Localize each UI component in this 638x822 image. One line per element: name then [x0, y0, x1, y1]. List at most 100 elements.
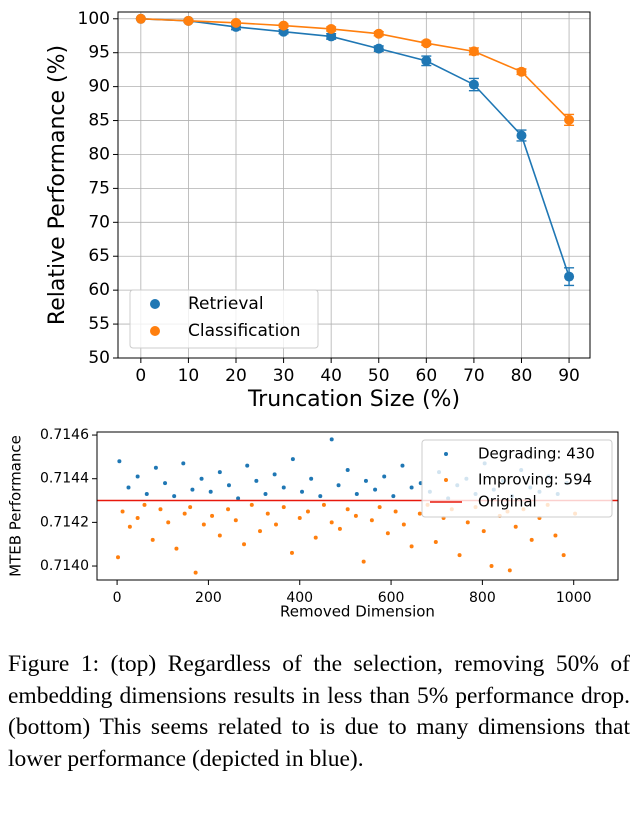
point: [329, 520, 334, 525]
y-tick-label: 75: [88, 178, 110, 198]
point: [281, 505, 286, 510]
x-tick-label: 200: [195, 590, 222, 606]
point: [245, 463, 250, 468]
point: [553, 533, 558, 538]
y-tick-label: 90: [88, 77, 110, 97]
point: [135, 474, 140, 479]
point: [281, 485, 286, 490]
point: [258, 529, 263, 534]
y-tick-label: 0.7144: [40, 471, 89, 487]
point: [345, 507, 350, 512]
point: [144, 491, 149, 496]
point: [391, 494, 396, 499]
y-tick-label: 70: [88, 212, 110, 232]
point: [217, 533, 222, 538]
point: [561, 553, 566, 558]
x-tick-label: 20: [225, 366, 247, 386]
y-tick-label: 65: [88, 246, 110, 266]
point: [142, 502, 147, 507]
point: [117, 459, 122, 464]
legend-marker: [150, 326, 160, 336]
point: [377, 505, 382, 510]
point: [481, 529, 486, 534]
point: [153, 465, 158, 470]
point: [233, 518, 238, 523]
point: [433, 540, 438, 545]
point: [336, 483, 341, 488]
point: [217, 470, 222, 475]
point: [265, 511, 270, 516]
point: [489, 564, 494, 569]
point: [199, 476, 204, 481]
point: [385, 531, 390, 536]
x-tick-label: 400: [286, 590, 313, 606]
point: [231, 17, 241, 28]
point: [468, 79, 479, 90]
y-tick-label: 95: [88, 43, 110, 63]
point: [373, 487, 378, 492]
point: [369, 518, 374, 523]
legend-marker: [444, 452, 448, 456]
point: [163, 481, 168, 486]
point: [564, 271, 575, 282]
point: [354, 491, 359, 496]
y-tick-label: 0.7142: [40, 514, 89, 530]
legend-label: Original: [478, 493, 537, 511]
point: [361, 559, 366, 564]
point: [409, 544, 414, 549]
y-tick-label: 55: [88, 314, 110, 334]
y-tick-label: 85: [88, 111, 110, 131]
point: [166, 520, 171, 525]
point: [289, 550, 294, 555]
y-tick-label: 50: [88, 348, 110, 368]
point: [465, 520, 470, 525]
legend-label: Improving: 594: [478, 471, 592, 489]
x-axis-label: Truncation Size (%): [247, 387, 460, 412]
point: [363, 478, 368, 483]
point: [208, 489, 213, 494]
plot-frame: [117, 11, 591, 359]
point: [421, 38, 432, 49]
y-tick-label: 0.7146: [40, 427, 89, 443]
caption: Figure 1: (top) Regardless of the select…: [8, 651, 630, 772]
point: [457, 553, 462, 558]
point: [201, 522, 206, 527]
point: [278, 20, 289, 31]
point: [188, 505, 193, 510]
y-tick-label: 0.7140: [40, 558, 89, 574]
point: [513, 524, 518, 529]
point: [242, 542, 247, 547]
point: [181, 461, 186, 466]
point: [182, 511, 187, 516]
point: [126, 485, 131, 490]
legend-label: Classification: [188, 321, 300, 341]
point: [290, 457, 295, 462]
point: [529, 537, 534, 542]
point: [309, 476, 314, 481]
x-tick-label: 50: [368, 366, 390, 386]
y-axis-label: Relative Performance (%): [45, 45, 70, 325]
point: [158, 507, 163, 512]
x-tick-label: 40: [320, 366, 342, 386]
point: [273, 522, 278, 527]
point: [254, 478, 259, 483]
x-axis-label: Removed Dimension: [280, 603, 435, 621]
point: [236, 496, 241, 501]
point: [313, 535, 318, 540]
point: [174, 546, 179, 551]
point: [190, 487, 195, 492]
point: [120, 509, 125, 514]
point: [326, 31, 337, 42]
point: [400, 463, 405, 468]
legend-marker: [444, 478, 448, 482]
point: [116, 555, 121, 560]
x-tick-label: 80: [511, 366, 533, 386]
y-tick-label: 60: [88, 280, 110, 300]
point: [135, 13, 146, 24]
plot-frame: [96, 431, 619, 581]
point: [421, 55, 432, 66]
series-line: [140, 17, 570, 121]
x-tick-label: 1000: [556, 590, 592, 606]
point: [468, 46, 479, 57]
